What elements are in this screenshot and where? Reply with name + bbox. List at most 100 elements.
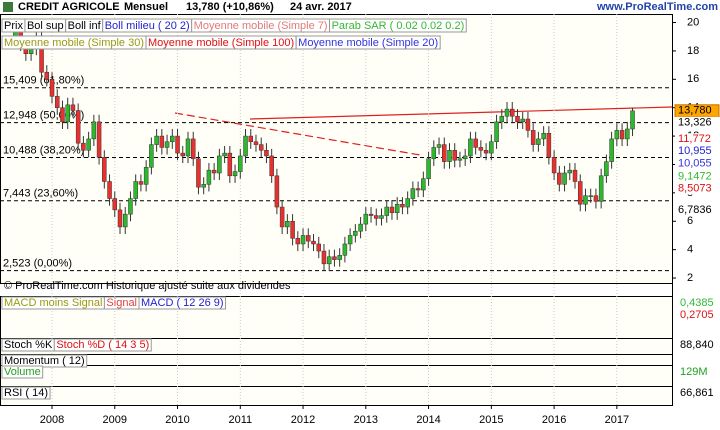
candle-body (196, 158, 201, 188)
legend-label: Prix (4, 20, 23, 32)
y-tick-label: 16 (687, 73, 699, 85)
candle-body (452, 150, 457, 161)
candle-body (44, 71, 50, 80)
candle-body (494, 121, 499, 143)
candle-body (625, 128, 630, 140)
period: Mensuel (124, 1, 168, 13)
panel-title: Stoch %K (4, 339, 53, 351)
legend-box (295, 35, 441, 50)
stock-name: CREDIT AGRICOLE (18, 1, 120, 13)
price-tag (675, 157, 719, 170)
x-tick-label: 2013 (354, 414, 378, 426)
y-tick-label: 18 (687, 45, 699, 57)
candle-body (70, 104, 76, 111)
indicator-panel (0, 365, 673, 387)
panel-value: 0,4385 (680, 297, 714, 309)
candle-body (447, 150, 452, 162)
candle-body (81, 142, 86, 151)
fib-label: 2,523 (0,00%) (3, 258, 72, 270)
price-tag-label: 6,7836 (678, 204, 712, 216)
candle-body (253, 141, 259, 145)
candle-body (154, 135, 159, 145)
panel-value: 88,840 (680, 339, 714, 351)
candle-body (227, 152, 233, 177)
candle-body (107, 181, 112, 199)
candle-body (436, 144, 442, 148)
candle-body (264, 150, 269, 157)
candle-body (91, 121, 97, 140)
candle-body (536, 138, 541, 145)
panel-value-box (675, 339, 719, 351)
legend-item: Boll milieu ( 20 2) (102, 18, 193, 33)
candle-body (609, 138, 614, 162)
panel-title-box (1, 354, 88, 368)
candle-body (75, 110, 81, 144)
candle-body (149, 144, 154, 168)
panel-title: MACD ( 12 26 9) (141, 297, 224, 309)
date: 24 avr. 2017 (290, 1, 352, 13)
candle-body (619, 130, 625, 140)
candle-body (133, 181, 138, 199)
candle-body (206, 169, 212, 185)
candle-body (541, 132, 546, 140)
candle-body (520, 118, 525, 123)
candle-body (483, 150, 489, 154)
candle-body (384, 206, 389, 216)
candle-body (164, 141, 170, 148)
indicator-panel (0, 354, 673, 366)
fib-label: 10,488 (38,20%) (3, 144, 84, 156)
candle-body (400, 203, 405, 208)
candle-body (530, 130, 536, 145)
candle-body (525, 118, 531, 131)
candle-body (143, 167, 149, 185)
site: www.ProRealTime.com (596, 1, 718, 13)
candle-body (510, 108, 515, 117)
candle-body (290, 221, 295, 239)
candle-body (326, 256, 332, 265)
candle-body (185, 138, 191, 157)
x-tick-label: 2009 (103, 414, 127, 426)
legend-item: Moyenne mobile (Simple 7) (191, 18, 331, 33)
fib-label: 7,443 (23,60%) (3, 188, 78, 200)
legend-item: Bol sup (24, 18, 67, 33)
price-tag-label: 11,772 (678, 133, 711, 145)
candle-body (405, 198, 410, 208)
candle-body (311, 240, 316, 245)
candle-body (431, 147, 437, 160)
trend-line (174, 112, 421, 156)
legend-label: Moyenne mobile (Simple 30) (4, 37, 144, 49)
panel-title: MACD moins Signal (4, 297, 102, 309)
price-tag (675, 182, 719, 195)
candle-body (232, 171, 238, 177)
y-tick-label: 2 (687, 272, 693, 284)
candle-body (190, 138, 196, 160)
candle-body (583, 195, 588, 205)
x-tick-label: 2016 (542, 414, 566, 426)
price-tag-label: 10,055 (678, 158, 712, 170)
x-tick-label: 2010 (165, 414, 189, 426)
candle-body (358, 223, 363, 232)
fib-label: 12,948 (50,00%) (3, 110, 84, 122)
candle-body (258, 144, 264, 151)
candle-body (577, 181, 583, 205)
panel-title: Stoch %D ( 14 3 5) (56, 339, 149, 351)
legend-item: Parab SAR ( 0.02 0.02 0.2) (329, 18, 467, 33)
candle-body (421, 178, 426, 191)
candle-body (332, 256, 337, 260)
legend-label: Boll milieu ( 20 2) (105, 20, 190, 32)
candle-body (217, 155, 222, 174)
panel-title-box (1, 386, 51, 400)
candle-body (128, 198, 133, 215)
legend-item: Moyenne mobile (Simple 100) (145, 35, 297, 50)
candle-body (321, 250, 327, 265)
panel-title-box (138, 296, 227, 310)
legend-label: Boll inf (68, 20, 102, 32)
candle-body (489, 141, 494, 154)
candle-body (410, 188, 416, 199)
price-tag-label: 9,1472 (678, 170, 712, 182)
candle-body (337, 255, 342, 260)
candle-body (389, 206, 395, 213)
panel-title-box (1, 365, 44, 379)
price-tag (675, 133, 719, 146)
candle-body (54, 96, 60, 108)
